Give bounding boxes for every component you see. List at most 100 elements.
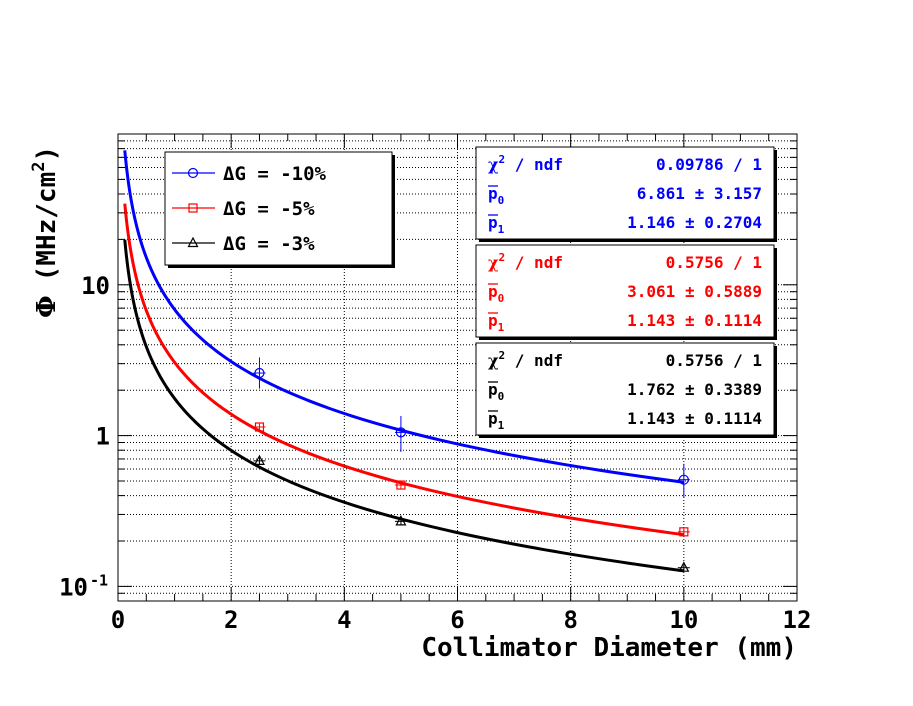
stat-symbol-sub: 1 xyxy=(498,223,505,236)
stat-row-label: p1 xyxy=(488,311,505,334)
y-axis-title: Φ (MHz/cm2) xyxy=(29,146,62,318)
legend-marker xyxy=(187,167,199,179)
stat-symbol-sup: 2 xyxy=(499,153,506,166)
fit-curves xyxy=(123,150,685,573)
y-tick-label: 10 xyxy=(81,272,110,300)
stat-symbol: p xyxy=(488,311,498,330)
stat-row-value: 1.762 ± 0.3389 xyxy=(627,380,762,399)
data-points xyxy=(253,357,690,572)
stat-symbol-sub: 1 xyxy=(498,321,505,334)
y-tick-label: 10 xyxy=(59,573,88,601)
x-tick-label: 8 xyxy=(563,606,577,634)
data-marker xyxy=(253,454,265,465)
fit-curve-series-1 xyxy=(123,203,685,537)
stat-symbol-sup: 2 xyxy=(499,251,506,264)
stat-symbol: p xyxy=(488,409,498,428)
stat-symbol-rest: / ndf xyxy=(505,351,563,370)
data-marker xyxy=(679,527,689,537)
stat-symbol-sub: 1 xyxy=(498,419,505,432)
stat-symbol-sub: 0 xyxy=(498,390,505,403)
data-marker xyxy=(678,561,690,572)
stat-row-value: 0.5756 / 1 xyxy=(666,351,762,370)
data-point-series-1-1 xyxy=(394,480,407,490)
axis-ticks xyxy=(117,134,798,601)
stat-symbol-sub: 0 xyxy=(498,194,505,207)
data-marker xyxy=(396,480,406,490)
stat-symbol: p xyxy=(488,184,498,203)
y-tick-label: 1 xyxy=(96,423,110,451)
stat-symbol: p xyxy=(488,380,498,399)
stat-symbol-rest: / ndf xyxy=(505,253,563,272)
legend-marker xyxy=(187,236,199,248)
stat-row-label: p0 xyxy=(488,380,504,403)
data-marker xyxy=(254,367,265,379)
data-marker xyxy=(395,427,407,438)
data-point-series-2-0 xyxy=(253,454,266,465)
legend-entry-0: ΔG = -10% xyxy=(172,163,327,185)
data-marker xyxy=(678,474,689,485)
fit-curve-series-2 xyxy=(123,239,685,573)
y-axis-symbol: Φ xyxy=(32,295,62,318)
stat-row-value: 0.5756 / 1 xyxy=(666,253,762,272)
stat-box xyxy=(475,244,775,338)
y-axis-title-text: Φ (MHz/cm2) xyxy=(29,146,62,318)
y-tick-label-exponent: -1 xyxy=(90,571,108,589)
stat-box xyxy=(475,342,775,436)
x-tick-label: 12 xyxy=(783,606,812,634)
data-point-series-0-2 xyxy=(677,463,690,498)
stat-row-value: 1.146 ± 0.2704 xyxy=(627,213,762,232)
data-marker xyxy=(395,515,407,526)
legend-label: ΔG = -10% xyxy=(223,163,327,185)
legend-label: ΔG = -5% xyxy=(223,198,315,220)
stat-symbol: p xyxy=(488,213,498,232)
stat-symbol-sub: 0 xyxy=(498,292,505,305)
stat-symbol-rest: / ndf xyxy=(505,155,563,174)
legend-label: ΔG = -3% xyxy=(223,233,315,255)
data-point-series-1-0 xyxy=(253,422,266,432)
stat-row-label: χ2 / ndf xyxy=(488,251,563,272)
data-marker xyxy=(254,422,265,432)
data-point-series-2-2 xyxy=(677,561,690,572)
data-point-series-0-1 xyxy=(394,415,407,452)
x-tick-label: 10 xyxy=(669,606,698,634)
stat-row-label: χ2 / ndf xyxy=(488,349,563,370)
legend-marker xyxy=(188,203,198,213)
x-tick-label: 0 xyxy=(111,606,125,634)
stat-row-label: p0 xyxy=(488,184,504,207)
stat-symbol: χ xyxy=(488,351,499,370)
legend-entry-1: ΔG = -5% xyxy=(172,198,315,220)
stat-row-label: p1 xyxy=(488,409,505,432)
stat-row-value: 6.861 ± 3.157 xyxy=(637,184,762,203)
x-tick-label: 4 xyxy=(337,606,351,634)
stat-row-value: 1.143 ± 0.1114 xyxy=(627,409,762,428)
legend-entry-2: ΔG = -3% xyxy=(172,233,315,255)
stat-box xyxy=(475,146,775,240)
y-axis-unit-sup: 2 xyxy=(29,162,49,172)
stat-row-label: p1 xyxy=(488,213,505,236)
fit-curve-series-0 xyxy=(123,150,685,484)
legend: ΔG = -10% ΔG = -5% ΔG = -3% xyxy=(164,151,395,268)
stat-symbol: p xyxy=(488,282,498,301)
data-point-series-0-0 xyxy=(253,357,266,389)
y-axis-unit-close: ) xyxy=(32,146,62,162)
stat-symbol-sup: 2 xyxy=(499,349,506,362)
x-tick-label: 2 xyxy=(224,606,238,634)
data-point-series-1-2 xyxy=(677,527,690,537)
x-tick-label: 6 xyxy=(450,606,464,634)
stat-row-value: 0.09786 / 1 xyxy=(656,155,762,174)
x-axis-title: Collimator Diameter (mm) xyxy=(421,633,797,663)
stat-row-label: χ2 / ndf xyxy=(488,153,563,174)
stat-row-value: 3.061 ± 0.5889 xyxy=(627,282,762,301)
data-point-series-2-1 xyxy=(394,515,407,526)
stat-symbol: χ xyxy=(488,253,499,272)
stat-row-label: p0 xyxy=(488,282,504,305)
stat-symbol: χ xyxy=(488,155,499,174)
y-axis-unit: (MHz/cm xyxy=(32,172,62,282)
stat-row-value: 1.143 ± 0.1114 xyxy=(627,311,762,330)
